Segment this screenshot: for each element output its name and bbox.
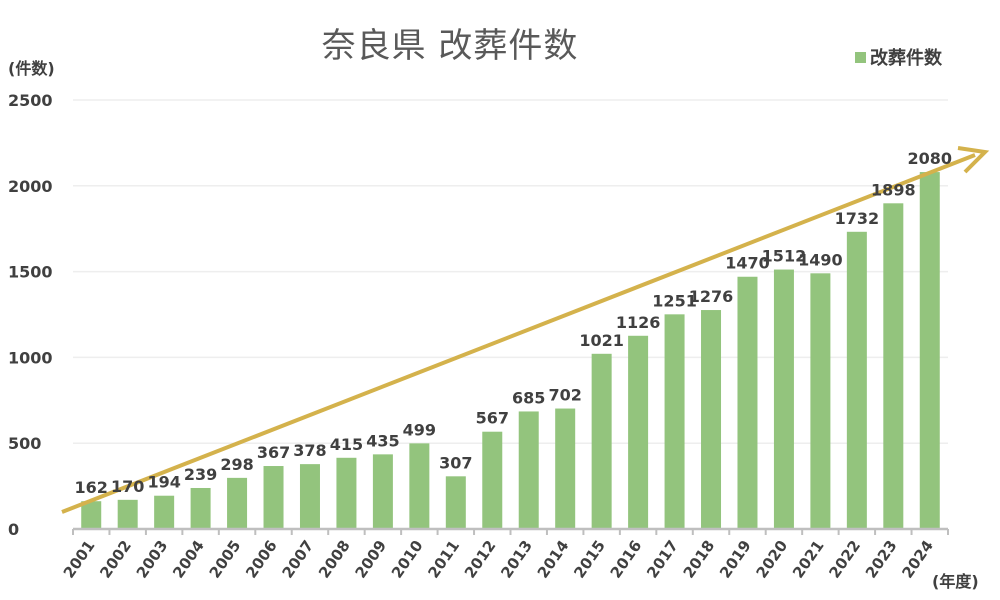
data-label: 1470	[725, 254, 770, 273]
data-label: 1490	[798, 250, 843, 269]
bar	[154, 495, 175, 529]
data-label: 567	[476, 409, 509, 428]
bar	[773, 269, 794, 529]
bar	[263, 466, 284, 529]
data-label: 170	[111, 477, 144, 496]
x-tick-label: 2010	[388, 537, 427, 582]
x-tick-label: 2014	[534, 537, 573, 582]
bar	[518, 411, 539, 529]
bars	[81, 172, 940, 529]
data-label: 702	[548, 386, 581, 405]
bar	[701, 310, 722, 529]
data-label: 685	[512, 388, 545, 407]
bar	[737, 276, 758, 529]
legend: 改葬件数	[855, 44, 942, 70]
y-tick-label: 1000	[8, 348, 53, 367]
x-tick-label: 2003	[133, 537, 172, 582]
data-label: 194	[147, 473, 180, 492]
data-label: 1898	[871, 180, 916, 199]
bar	[555, 408, 576, 529]
data-label: 162	[75, 478, 108, 497]
data-label: 1021	[579, 331, 624, 350]
x-axis-tick-labels: 2001200220032004200520062007200820092010…	[60, 537, 937, 582]
data-label: 298	[220, 455, 253, 474]
bar	[628, 335, 649, 529]
y-tick-label: 2000	[8, 177, 53, 196]
x-axis	[72, 527, 949, 535]
y-tick-label: 2500	[8, 91, 53, 110]
gridlines	[73, 99, 948, 444]
x-tick-label: 2017	[643, 537, 682, 582]
x-tick-label: 2002	[96, 537, 135, 582]
x-tick-label: 2015	[570, 537, 609, 582]
y-tick-label: 1500	[8, 263, 53, 282]
x-tick-label: 2005	[206, 537, 245, 582]
x-tick-label: 2011	[424, 537, 463, 582]
bar	[883, 203, 904, 529]
x-axis-unit-label: (年度)	[932, 572, 979, 591]
bar	[482, 431, 503, 529]
x-tick-label: 2020	[753, 537, 792, 582]
bar	[117, 499, 138, 529]
bar	[919, 172, 940, 529]
bar	[591, 353, 612, 529]
legend-swatch-icon	[855, 51, 866, 63]
y-tick-label: 0	[8, 520, 19, 539]
x-tick-label: 2013	[497, 537, 536, 582]
bar	[810, 273, 831, 529]
data-label: 1126	[616, 313, 661, 332]
bar	[372, 454, 393, 529]
bar	[190, 487, 211, 529]
data-label: 1512	[762, 247, 807, 266]
y-axis-unit-label: (件数)	[8, 59, 55, 78]
trend-arrow-icon	[61, 146, 990, 514]
x-tick-label: 2006	[242, 537, 281, 582]
x-tick-label: 2008	[315, 537, 354, 582]
data-label: 2080	[908, 149, 953, 168]
x-tick-label: 2022	[825, 537, 864, 582]
x-tick-label: 2009	[351, 537, 390, 582]
bar	[227, 477, 248, 529]
bar	[664, 314, 685, 529]
x-tick-label: 2024	[898, 537, 937, 582]
x-tick-label: 2018	[680, 537, 719, 582]
x-tick-label: 2004	[169, 537, 208, 582]
data-label: 367	[257, 443, 290, 462]
bar	[299, 464, 320, 529]
bar	[409, 443, 430, 529]
x-tick-label: 2012	[461, 537, 500, 582]
y-tick-label: 500	[8, 434, 41, 453]
data-label: 499	[403, 420, 436, 439]
data-label: 415	[330, 435, 363, 454]
data-label: 1251	[652, 291, 697, 310]
data-label: 378	[293, 441, 326, 460]
chart-title: 奈良県 改葬件数	[321, 26, 579, 66]
data-label: 435	[366, 431, 399, 450]
x-tick-label: 2019	[716, 537, 755, 582]
data-label: 307	[439, 453, 472, 472]
bar	[81, 501, 102, 529]
bar	[846, 231, 867, 529]
bar	[445, 476, 466, 529]
x-tick-label: 2023	[862, 537, 901, 582]
bar	[336, 457, 357, 529]
x-tick-label: 2007	[279, 537, 318, 582]
data-label: 1276	[689, 287, 734, 306]
x-tick-label: 2016	[607, 537, 646, 582]
data-label: 239	[184, 465, 217, 484]
x-tick-label: 2021	[789, 537, 828, 582]
data-label: 1732	[835, 209, 880, 228]
x-tick-label: 2001	[60, 537, 99, 582]
y-axis-ticks: 0 500 1000 1500 2000 2500	[8, 91, 53, 539]
legend-label: 改葬件数	[870, 48, 942, 69]
